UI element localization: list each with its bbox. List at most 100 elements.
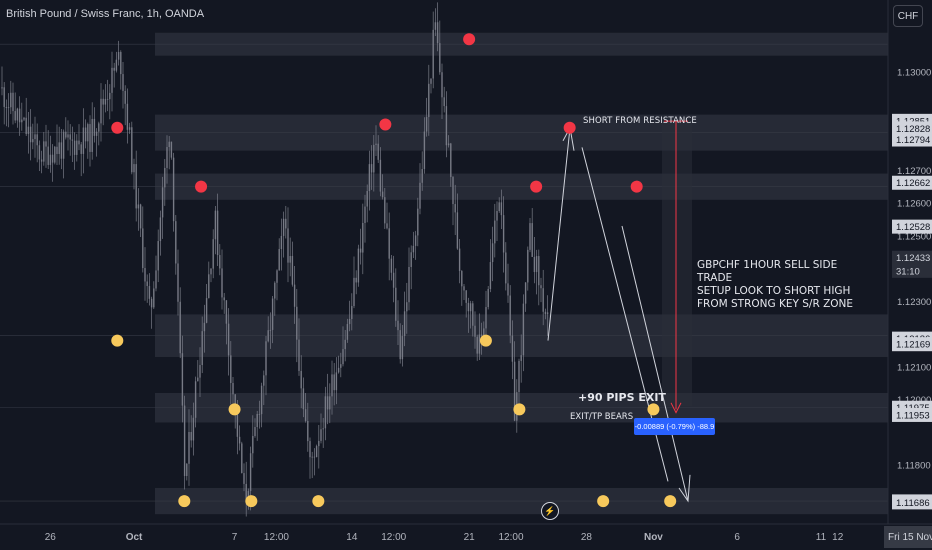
candle-body	[309, 441, 311, 458]
support-marker	[111, 334, 124, 347]
candle-body	[329, 396, 331, 410]
symbol-title[interactable]: British Pound / Swiss Franc, 1h, OANDA	[6, 8, 205, 20]
candle-body	[432, 29, 434, 79]
measure-tooltip: -0.00889 (-0.79%) -88.9	[634, 418, 715, 435]
measure-arrow-head	[670, 402, 682, 414]
candle-body	[529, 223, 531, 250]
candle-body	[265, 341, 267, 376]
candle-body	[201, 331, 203, 366]
candle-body	[177, 263, 179, 302]
candle-body	[386, 223, 388, 229]
candle-body	[271, 298, 274, 330]
candle-body	[12, 92, 14, 112]
candle-body	[377, 143, 379, 160]
candle-body	[417, 208, 419, 236]
candle-body	[252, 436, 254, 454]
candle-body	[45, 141, 47, 147]
candle-body	[410, 252, 412, 267]
candle-body	[300, 370, 302, 389]
candle-body	[49, 154, 52, 165]
price-badge	[892, 263, 932, 278]
candle-body	[403, 311, 406, 337]
pips-annotation[interactable]: +90 PIPS EXIT	[578, 391, 666, 404]
candle-body	[333, 374, 335, 391]
x-tick-label: 6	[734, 532, 740, 543]
candle-body	[346, 324, 349, 340]
candle-body	[494, 220, 496, 244]
candle-body	[157, 241, 159, 271]
candle-body	[21, 119, 23, 123]
resistance-marker	[111, 121, 124, 134]
candle-body	[351, 306, 353, 319]
candle-body	[23, 117, 25, 120]
setup-line-2: SETUP LOOK TO SHORT HIGH	[697, 285, 851, 297]
candle-body	[199, 365, 201, 378]
candle-body	[406, 302, 408, 312]
candle-body	[467, 302, 470, 312]
candle-body	[278, 249, 280, 271]
candle-body	[513, 361, 516, 421]
candle-body	[117, 52, 120, 60]
candle-body	[150, 298, 153, 308]
candle-body	[232, 382, 234, 395]
candle-body	[428, 83, 430, 118]
candle-body	[192, 417, 195, 441]
support-marker	[647, 403, 660, 416]
candle-body	[221, 268, 223, 298]
candle-body	[18, 108, 21, 123]
lightning-icon[interactable]: ⚡	[541, 502, 559, 520]
candle-body	[498, 202, 500, 212]
price-badge	[892, 250, 932, 265]
candle-body	[287, 228, 289, 263]
exit-annotation[interactable]: EXIT/TP BEARS	[570, 412, 634, 422]
candle-body	[522, 303, 525, 356]
support-marker	[245, 495, 258, 508]
candle-body	[144, 268, 146, 282]
y-tick-label: 1.12600	[897, 199, 931, 210]
candle-body	[533, 256, 536, 273]
price-badge-label: 1.12794	[896, 135, 930, 146]
candle-body	[128, 127, 131, 130]
price-badge	[892, 407, 932, 422]
price-badge	[892, 121, 932, 136]
candle-body	[322, 428, 324, 430]
support-marker	[513, 403, 526, 416]
candle-body	[102, 98, 104, 105]
candle-body	[331, 374, 333, 397]
candle-body	[71, 139, 74, 141]
candle-body	[540, 285, 542, 289]
resistance-marker	[530, 180, 543, 193]
candle-body	[443, 97, 445, 107]
candle-body	[463, 286, 465, 291]
y-tick-label: 1.12500	[897, 231, 931, 242]
candle-body	[183, 405, 186, 476]
currency-button[interactable]: CHF	[893, 5, 923, 27]
candle-body	[249, 453, 252, 492]
candle-body	[36, 134, 38, 146]
candle-body	[436, 22, 439, 44]
candle-body	[390, 258, 393, 273]
candle-body	[307, 420, 309, 442]
candle-body	[439, 43, 441, 73]
candle-body	[3, 87, 5, 107]
candle-body	[388, 228, 390, 259]
candle-body	[450, 143, 452, 178]
candle-body	[472, 303, 474, 326]
candle-body	[230, 355, 232, 383]
price-badge	[892, 132, 932, 147]
short-annotation[interactable]: SHORT FROM RESISTANCE	[583, 116, 697, 126]
measure-range-box	[662, 121, 692, 407]
candle-body	[527, 249, 529, 283]
x-tick-label: 28	[581, 532, 593, 543]
candle-body	[430, 78, 432, 84]
candle-body	[219, 255, 221, 269]
y-tick-label: 1.13000	[897, 68, 931, 79]
candle-body	[524, 282, 527, 304]
candle-body	[304, 409, 307, 421]
setup-annotation[interactable]: GBPCHF 1HOUR SELL SIDE TRADE SETUP LOOK …	[697, 259, 867, 311]
candle-body	[326, 396, 329, 410]
candle-body	[423, 131, 426, 170]
candle-body	[91, 118, 93, 152]
